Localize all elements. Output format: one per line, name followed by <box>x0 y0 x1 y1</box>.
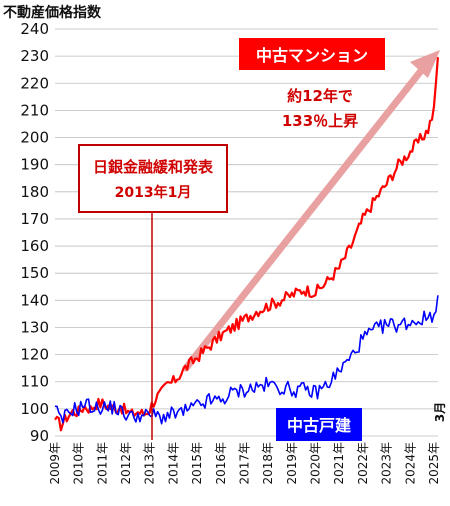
y-axis-title: 不動産価格指数 <box>3 4 102 21</box>
grid <box>55 28 438 437</box>
x-tick-2014: 2014年 <box>166 442 180 485</box>
x-tick-2012: 2012年 <box>119 442 133 485</box>
y-tick-220: 220 <box>20 74 49 92</box>
y-tick-160: 160 <box>20 237 49 255</box>
trend-arrow-head <box>410 50 440 78</box>
y-tick-labels: 90 100 110 120 130 140 150 160 170 180 190 200 210 22… <box>20 20 49 445</box>
x-tick-2016: 2016年 <box>214 442 228 485</box>
x-tick-2023: 2023年 <box>380 442 394 485</box>
y-tick-180: 180 <box>20 183 49 201</box>
x-tick-2025: 2025年 <box>427 442 441 485</box>
mansion-label-text: 中古マンション <box>256 46 368 65</box>
y-tick-130: 130 <box>20 318 49 336</box>
y-tick-240: 240 <box>20 20 49 38</box>
y-tick-210: 210 <box>20 101 49 119</box>
y-tick-90: 90 <box>30 427 49 445</box>
y-tick-200: 200 <box>20 129 49 147</box>
x-tick-2017: 2017年 <box>237 442 251 485</box>
end-marker-label: 3月 <box>433 402 447 422</box>
house-label-box <box>276 408 362 441</box>
x-tick-2009: 2009年 <box>48 442 62 485</box>
y-tick-110: 110 <box>20 373 49 391</box>
series-lines <box>54 57 439 432</box>
y-tick-140: 140 <box>20 291 49 309</box>
event-title: 日銀金融緩和発表 <box>93 158 214 176</box>
trend-arrow <box>182 50 440 372</box>
x-tick-2022: 2022年 <box>356 442 370 485</box>
y-tick-230: 230 <box>20 47 49 65</box>
mansion-label-box <box>239 38 385 70</box>
x-tick-2021: 2021年 <box>332 442 346 485</box>
y-tick-150: 150 <box>20 264 49 282</box>
house-label: 中古戸建 <box>276 408 362 441</box>
event-date: 2013年1月 <box>115 184 192 201</box>
y-tick-100: 100 <box>20 400 49 418</box>
x-tick-2015: 2015年 <box>190 442 204 485</box>
event-annotation: 日銀金融緩和発表 2013年1月 <box>78 144 228 213</box>
x-tick-2013: 2013年 <box>143 442 157 485</box>
y-tick-190: 190 <box>20 156 49 174</box>
event-box <box>78 144 228 213</box>
growth-line-2: 133％上昇 <box>282 112 358 130</box>
x-tick-2024: 2024年 <box>403 442 417 485</box>
x-tick-2018: 2018年 <box>261 442 275 485</box>
house-label-text: 中古戸建 <box>287 416 351 435</box>
house-series-line <box>54 295 439 425</box>
y-tick-120: 120 <box>20 346 49 364</box>
x-tick-2019: 2019年 <box>285 442 299 485</box>
mansion-label: 中古マンション <box>239 38 385 70</box>
x-tick-2010: 2010年 <box>72 442 86 485</box>
growth-line-1: 約12年で <box>287 87 353 105</box>
trend-arrow-shaft <box>182 63 428 372</box>
x-tick-2020: 2020年 <box>309 442 323 485</box>
x-tick-labels: 2009年 2010年 2011年 2012年 2013年 2014年 2015年 2016年… <box>48 442 441 485</box>
x-tick-2011: 2011年 <box>95 442 109 485</box>
y-tick-170: 170 <box>20 210 49 228</box>
mansion-series-line <box>54 57 439 432</box>
